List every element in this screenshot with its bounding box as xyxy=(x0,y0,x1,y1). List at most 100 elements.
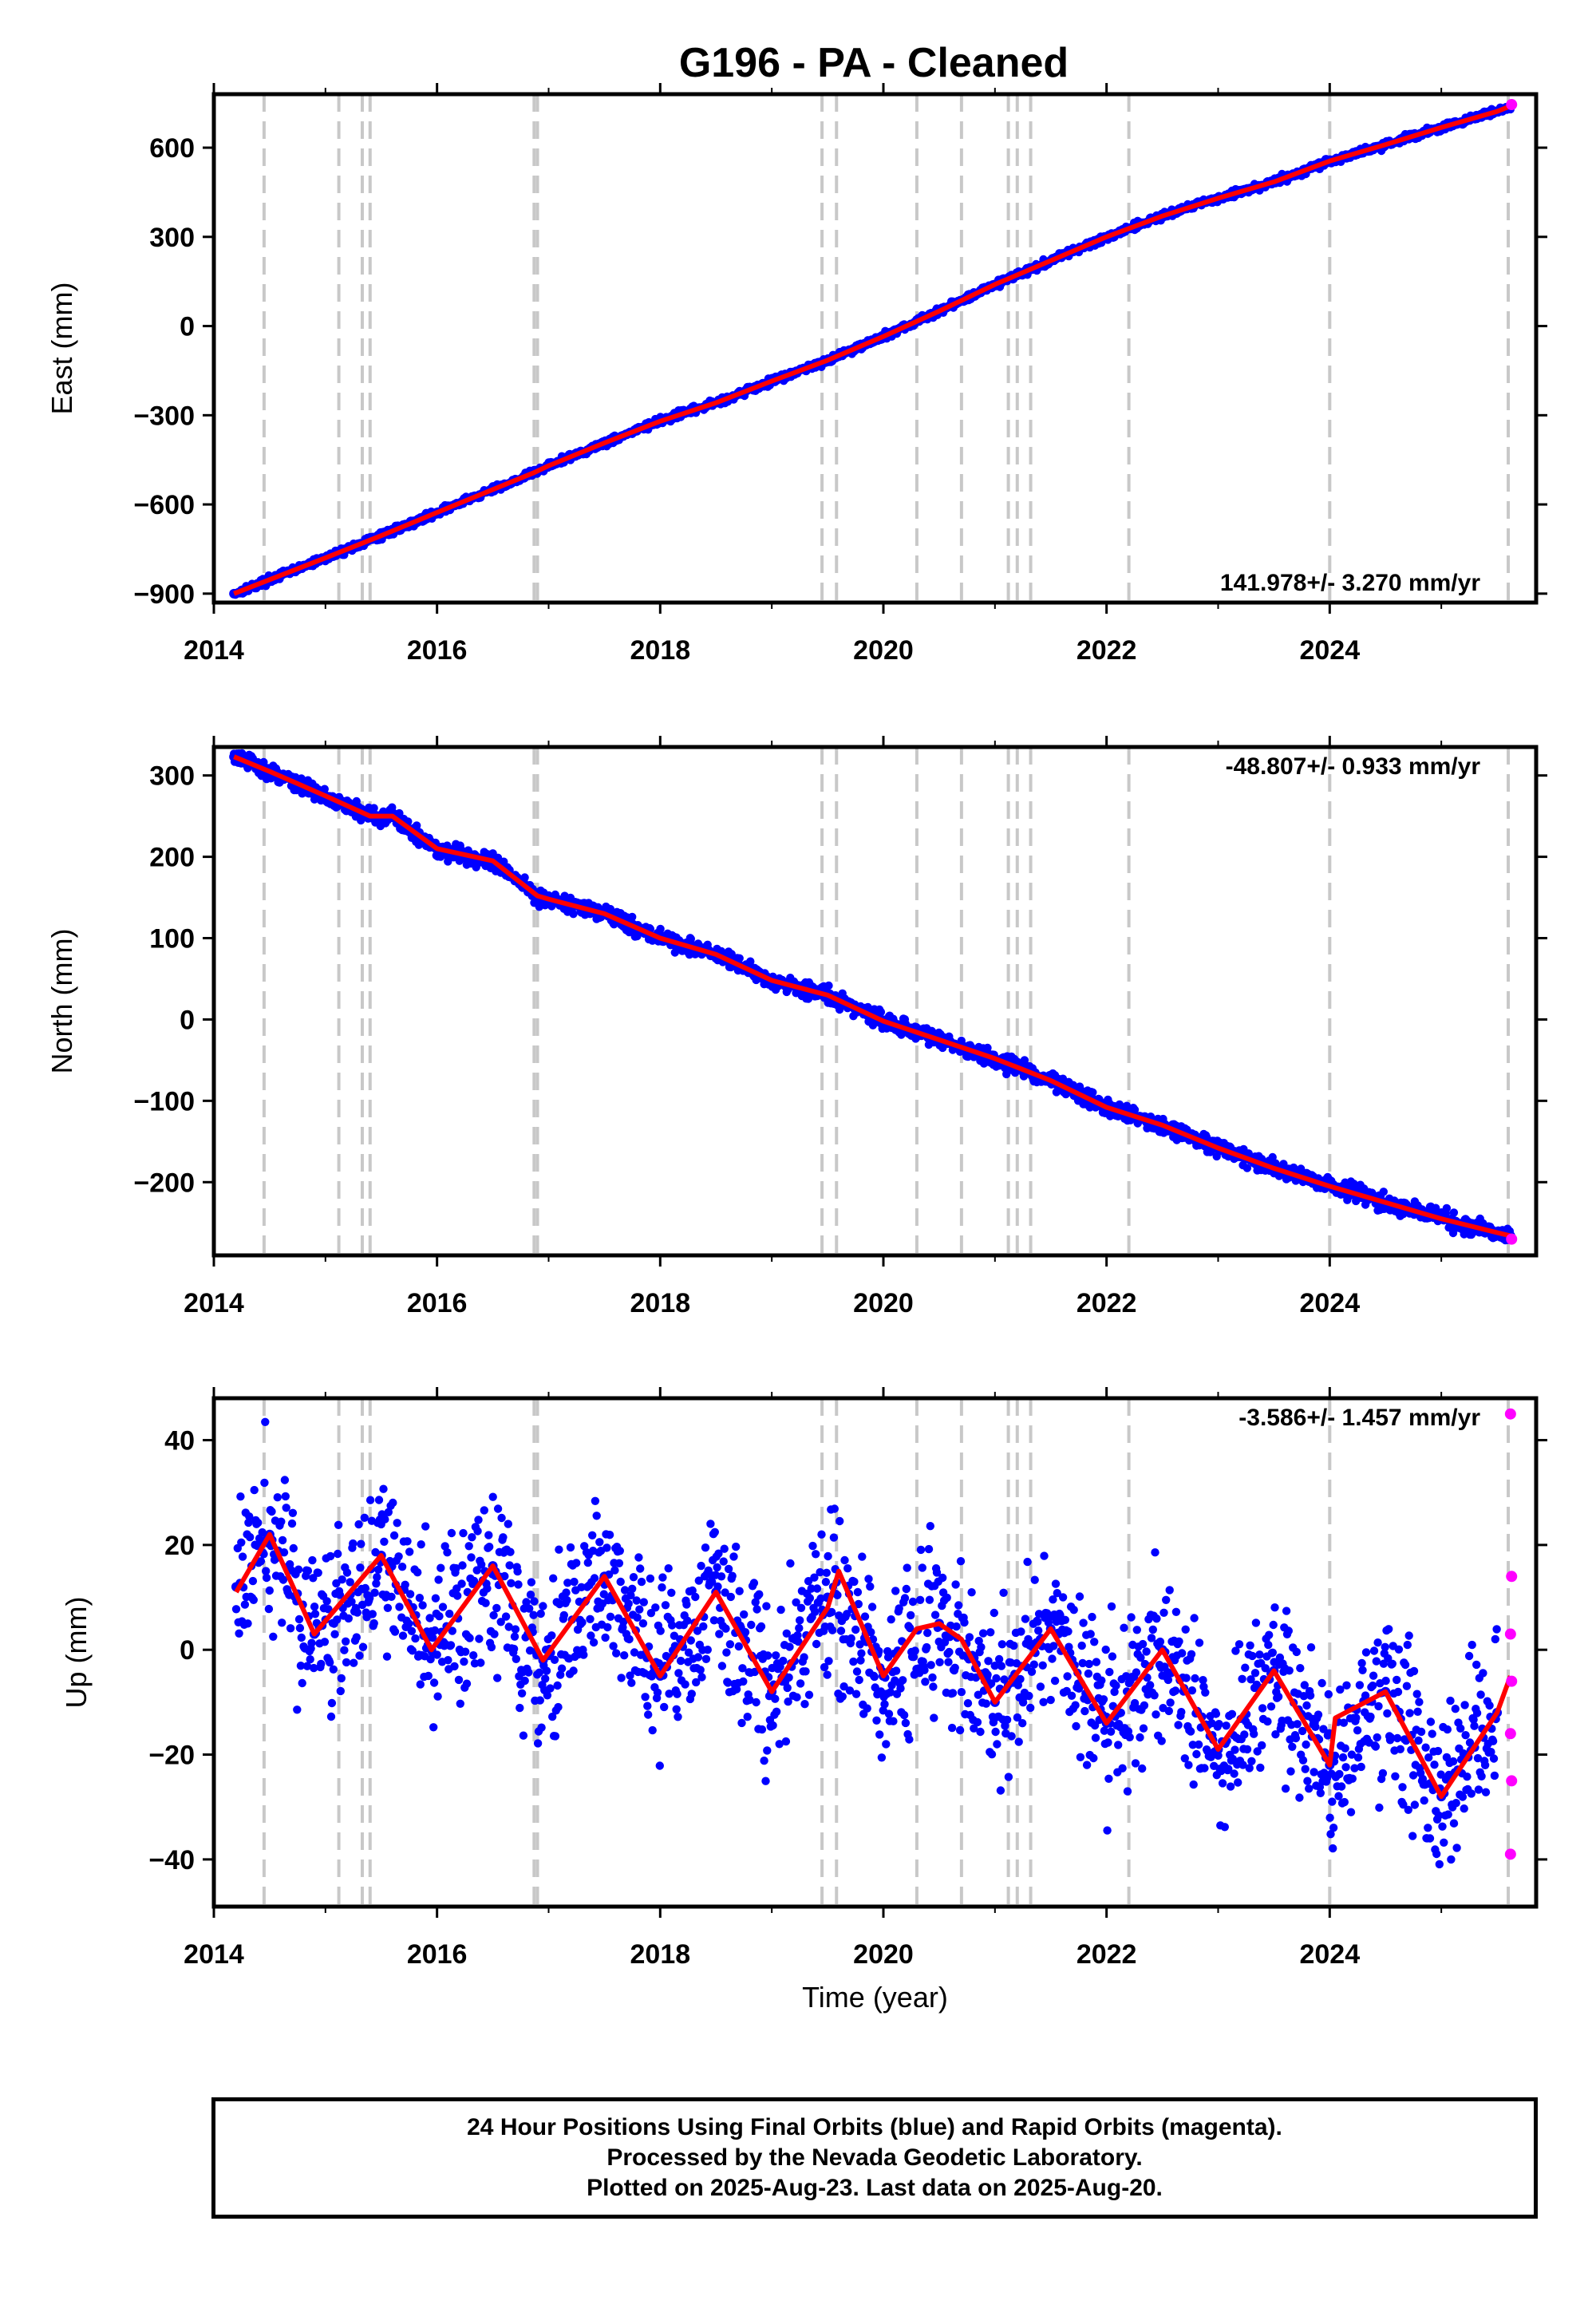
final-point xyxy=(875,1730,884,1739)
rapid-point xyxy=(1506,1233,1518,1245)
final-point xyxy=(1132,1668,1141,1677)
final-point xyxy=(468,1533,476,1542)
final-point xyxy=(811,1607,820,1616)
final-point xyxy=(336,1686,345,1696)
final-point xyxy=(771,1694,780,1703)
final-point xyxy=(627,1678,636,1687)
velocity-label: 141.978+/- 3.270 mm/yr xyxy=(1220,570,1480,596)
final-point xyxy=(1071,1701,1080,1709)
final-point xyxy=(346,1578,354,1587)
x-tick-label: 2024 xyxy=(1299,1288,1360,1318)
final-point xyxy=(1017,1627,1025,1636)
final-point xyxy=(1025,1691,1033,1701)
final-point xyxy=(572,1559,581,1567)
final-point xyxy=(1432,1203,1440,1212)
final-point xyxy=(824,1657,833,1666)
final-point xyxy=(335,1591,345,1599)
final-point xyxy=(784,1697,792,1706)
final-point xyxy=(310,1603,319,1611)
y-tick-label: 0 xyxy=(180,312,195,342)
final-point xyxy=(1138,1764,1147,1773)
final-point xyxy=(384,1508,393,1517)
final-point xyxy=(749,1579,759,1587)
final-point xyxy=(860,1612,870,1621)
y-axis-title: North (mm) xyxy=(45,929,78,1074)
final-point xyxy=(476,1658,485,1667)
final-point xyxy=(520,873,529,882)
final-point xyxy=(710,1528,719,1537)
final-point xyxy=(976,1727,985,1737)
final-point xyxy=(401,1580,409,1590)
final-point xyxy=(243,1619,252,1628)
final-point xyxy=(757,1725,767,1734)
final-point xyxy=(755,1590,764,1599)
final-point xyxy=(728,1571,737,1580)
final-point xyxy=(626,1671,634,1680)
x-tick-label: 2016 xyxy=(407,635,468,666)
final-point xyxy=(880,1700,889,1709)
final-point xyxy=(1088,1612,1096,1622)
final-point xyxy=(340,1646,349,1654)
final-point xyxy=(408,1646,417,1655)
final-point xyxy=(921,1678,930,1686)
final-point xyxy=(310,1663,318,1673)
final-point xyxy=(438,1603,448,1611)
final-point xyxy=(990,1662,999,1670)
final-point xyxy=(632,1596,641,1605)
final-point xyxy=(882,1740,891,1749)
final-point xyxy=(726,1592,735,1602)
final-point xyxy=(956,1557,966,1566)
final-point xyxy=(768,1721,777,1730)
final-point xyxy=(519,1731,528,1740)
final-point xyxy=(1099,1695,1108,1704)
final-point xyxy=(872,1716,881,1725)
final-point xyxy=(617,1674,626,1682)
final-point xyxy=(563,1579,572,1587)
final-point xyxy=(326,1658,334,1667)
final-point xyxy=(693,1653,703,1662)
final-point xyxy=(1058,1593,1068,1602)
final-point xyxy=(729,1552,738,1561)
final-point xyxy=(674,1713,682,1721)
final-orbit-points xyxy=(229,749,1515,1245)
final-point xyxy=(278,1535,287,1545)
final-point xyxy=(296,1662,306,1670)
final-point xyxy=(807,1584,816,1593)
final-point xyxy=(703,1646,712,1654)
final-point xyxy=(248,1576,258,1586)
final-point xyxy=(854,1599,863,1609)
final-point xyxy=(541,1674,550,1683)
final-point xyxy=(354,1520,363,1529)
final-orbit-points xyxy=(231,1417,1503,1869)
final-point xyxy=(411,1634,420,1643)
final-point xyxy=(539,1602,547,1611)
final-point xyxy=(467,1553,476,1562)
panel-frame xyxy=(211,745,1539,1258)
final-point xyxy=(599,1590,608,1599)
final-point xyxy=(450,1662,459,1671)
panel-1: 2014 2016 2018 2020 2022 20246003000−300−600−… xyxy=(45,83,1547,666)
final-point xyxy=(609,1642,618,1650)
final-point xyxy=(851,1625,860,1634)
final-point xyxy=(433,1692,442,1701)
final-point xyxy=(298,1678,306,1688)
final-point xyxy=(764,1651,772,1660)
final-point xyxy=(940,1638,950,1646)
final-point xyxy=(1034,1626,1043,1635)
final-point xyxy=(896,1684,905,1693)
final-point xyxy=(517,1689,527,1697)
final-point xyxy=(489,1611,498,1620)
final-point xyxy=(1034,1610,1044,1618)
final-point xyxy=(942,1593,951,1603)
final-point xyxy=(1139,1724,1148,1733)
final-point xyxy=(903,1563,911,1572)
final-point xyxy=(717,1572,726,1581)
final-point xyxy=(333,1615,342,1624)
final-point xyxy=(1030,1575,1039,1584)
final-point xyxy=(480,1506,488,1515)
final-point xyxy=(370,1588,379,1597)
final-point xyxy=(1106,1727,1116,1736)
final-point xyxy=(697,1561,705,1571)
final-point xyxy=(355,1651,364,1660)
